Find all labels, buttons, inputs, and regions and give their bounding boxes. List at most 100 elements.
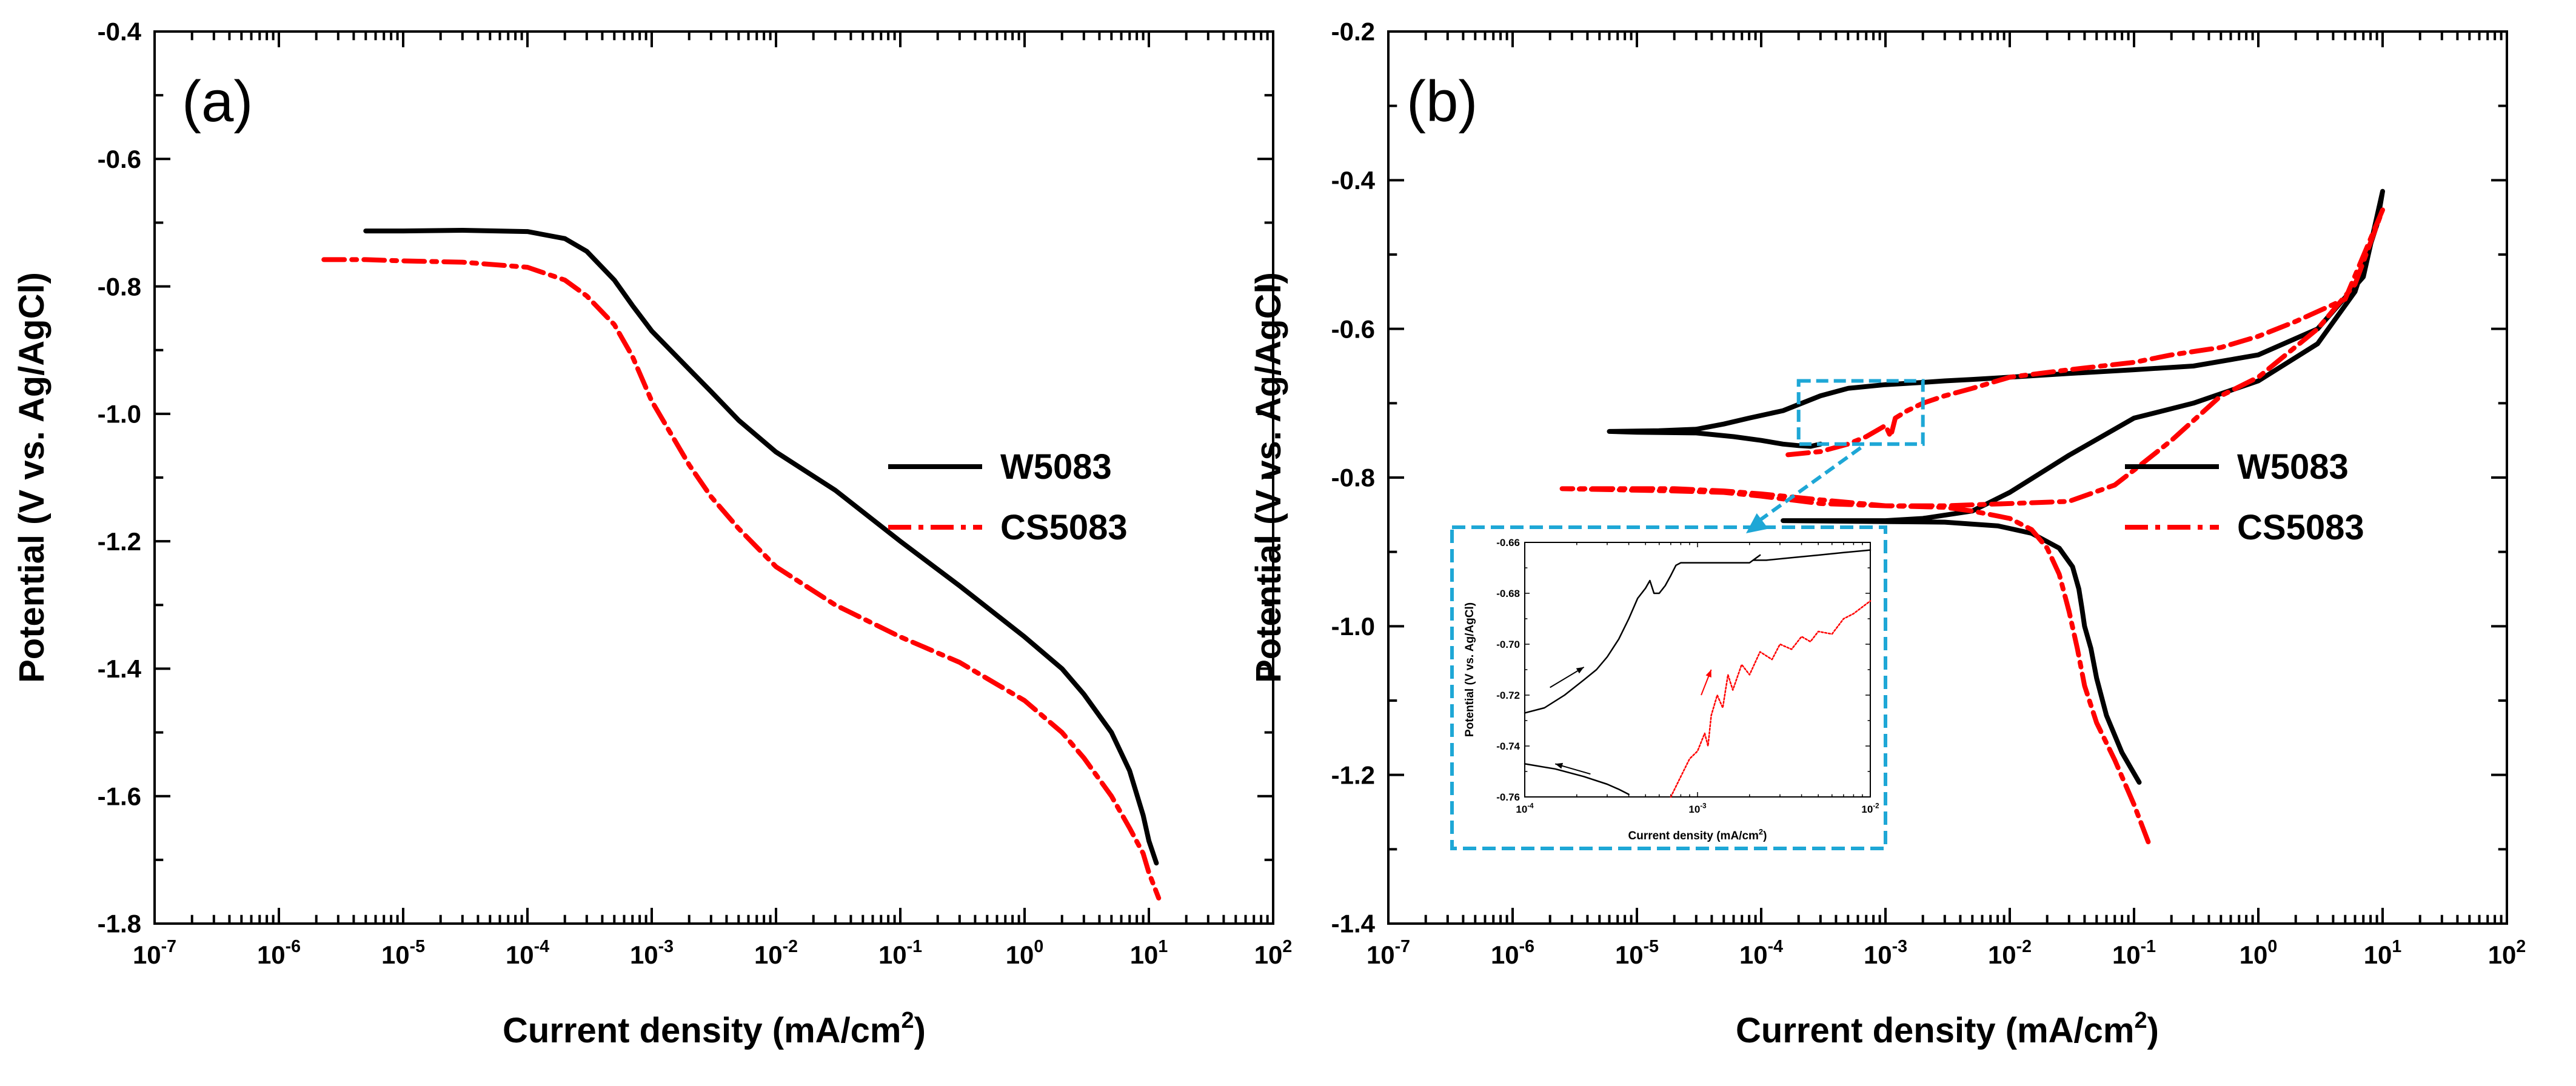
zoom-connector-arrowhead [1746, 513, 1768, 533]
panel-b-xtick-label: 102 [2488, 937, 2526, 969]
panel-a-xtick-exp: -4 [534, 937, 550, 956]
panel-a-xtick-label: 10-6 [257, 937, 301, 969]
panel-b-ticks [1387, 30, 2508, 925]
panel-b-xtick-base: 10 [2364, 941, 2392, 969]
inset-x-title-tail: ) [1763, 830, 1767, 842]
panel-b-ytick-label: -0.8 [1331, 464, 1375, 492]
panel-a-y-axis-title: Potential (V vs. Ag/AgCl) [12, 272, 52, 683]
panel-a-series-w5083 [363, 228, 1159, 866]
panel-b-ytick-label: -0.2 [1331, 18, 1375, 46]
panel-a-xtick-label: 10-7 [133, 937, 176, 969]
inset-x-tick-labels: 10-4 10-3 10-2 [1516, 802, 1879, 815]
inset-xtick-exp: -4 [1527, 802, 1534, 810]
inset-xtick-base: 10 [1688, 804, 1700, 815]
panel-b-xtick-label: 10-1 [2112, 937, 2156, 969]
inset-ytick-label: -0.74 [1496, 741, 1520, 752]
inset-ytick-label: -0.76 [1496, 791, 1520, 803]
inset-arrow-head [1555, 762, 1564, 769]
panel-a-label: (a) [182, 69, 253, 134]
panel-b-xtick-label: 100 [2240, 937, 2278, 969]
panel-a-ytick-label: -0.6 [98, 145, 141, 173]
panel-a-xtick-base: 10 [878, 941, 907, 969]
panel-b-ytick-label: -1.0 [1331, 612, 1375, 641]
inset-xtick-exp: -2 [1873, 802, 1879, 810]
panel-a-xtick-exp: 1 [1158, 937, 1168, 956]
inset-xtick-label: 10-3 [1688, 802, 1706, 815]
panel-a-ticks [153, 30, 1274, 925]
inset-plot: -0.76-0.74-0.72-0.70-0.68-0.66 10-4 10-3 1… [1450, 525, 1887, 850]
panel-b-x-tick-labels: 10-7 10-6 10-5 10-4 10-3 10-2 10-1 100 101 102 [1367, 937, 2526, 969]
panel-a-ytick-label: -0.4 [98, 18, 142, 46]
inset-xtick-base: 10 [1861, 804, 1873, 815]
panel-a-series [321, 228, 1162, 901]
inset-ytick-label: -0.72 [1496, 690, 1520, 701]
panel-b-xtick-exp: 2 [2516, 937, 2526, 956]
panel-b-xtick-label: 10-5 [1615, 937, 1659, 969]
inset-series [1524, 549, 1872, 798]
panel-b-xtick-exp: -3 [1892, 937, 1907, 956]
panel-a-xtick-exp: -3 [658, 937, 674, 956]
panel-a-ytick-label: -1.6 [98, 782, 141, 810]
panel-b-x-title-tail: ) [2147, 1011, 2159, 1050]
panel-a-ytick-label: -0.8 [98, 272, 141, 301]
panel-a-legend-cs5083-label: CS5083 [1000, 508, 1128, 547]
inset-arrows [1550, 666, 1712, 775]
panel-a-xtick-label: 102 [1254, 937, 1293, 969]
panel-a-xtick-label: 10-3 [630, 937, 674, 969]
panel-a-xtick-label: 10-4 [506, 937, 549, 969]
panel-b-highlight [1796, 379, 1925, 446]
panel-a-xtick-base: 10 [754, 941, 783, 969]
panel-b-y-tick-labels: -1.4 -1.2 -1.0 -0.8 -0.6 -0.4 -0.2 [1331, 18, 1376, 938]
panel-b-xtick-base: 10 [2488, 941, 2517, 969]
panel-b-ytick-label: -1.2 [1331, 761, 1375, 789]
panel-a-y-tick-labels: -1.8 -1.6 -1.4 -1.2 -1.0 -0.8 -0.6 -0.4 [98, 18, 142, 938]
inset-ytick-label: -0.66 [1496, 537, 1520, 548]
panel-b-x-title-main: Current density (mA/cm [1736, 1011, 2134, 1050]
panel-b-xtick-base: 10 [1988, 941, 2016, 969]
inset-xtick-exp: -3 [1700, 802, 1706, 810]
panel-b: (b) -1.4-1.2-1.0-0.8-0.6-0.4-0.2 10-7 10-… [1249, 18, 2526, 1050]
inset-x-axis-title: Current density (mA/cm2) [1628, 827, 1767, 842]
inset-arrow-head [1576, 667, 1584, 674]
panel-b-xtick-exp: 0 [2267, 937, 2277, 956]
panel-b-xtick-label: 101 [2364, 937, 2402, 969]
panel-b-xtick-exp: 1 [2392, 937, 2401, 956]
panel-b-label: (b) [1407, 69, 1477, 134]
panel-b-ytick-label: -1.4 [1331, 910, 1376, 938]
panel-a-xtick-label: 10-1 [878, 937, 922, 969]
panel-a-xtick-label: 10-2 [754, 937, 798, 969]
panel-a-xtick-exp: 2 [1282, 937, 1292, 956]
panel-a-ytick-label: -1.2 [98, 527, 141, 556]
panel-b-legend: W5083 CS5083 [2125, 447, 2364, 547]
panel-b-xtick-label: 10-2 [1988, 937, 2032, 969]
panel-a-ytick-label: -1.4 [98, 655, 142, 683]
inset-series-w5083-anodic [1524, 549, 1872, 714]
panel-b-series-w5083 [1607, 188, 2385, 785]
panel-b-xtick-base: 10 [1864, 941, 1892, 969]
inset-y-axis-title: Potential (V vs. Ag/AgCl) [1464, 602, 1476, 737]
panel-a-x-axis-title: Current density (mA/cm2) [503, 1008, 926, 1050]
panel-b-xtick-label: 10-6 [1491, 937, 1534, 969]
panel-b-xtick-exp: -2 [2016, 937, 2032, 956]
panel-a-series-cs5083 [321, 257, 1162, 901]
panel-b-series-cs5083 [1559, 207, 2385, 845]
panel-a-xtick-label: 101 [1130, 937, 1168, 969]
zoom-connector-arrow [1752, 446, 1862, 527]
panel-a-x-tick-labels: 10-7 10-6 10-5 10-4 10-3 10-2 10-1 100 101 102 [133, 937, 1292, 969]
inset-series-cs5083 [1670, 600, 1872, 798]
panel-a-xtick-exp: -5 [410, 937, 426, 956]
panel-a-xtick-label: 100 [1006, 937, 1044, 969]
inset-ytick-label: -0.68 [1496, 588, 1520, 599]
inset-xtick-base: 10 [1516, 804, 1527, 815]
panel-a-xtick-base: 10 [630, 941, 658, 969]
panel-b-ytick-label: -0.4 [1331, 166, 1376, 195]
panel-a-legend-w5083-label: W5083 [1000, 447, 1112, 487]
panel-b-xtick-base: 10 [2112, 941, 2141, 969]
panel-b-xtick-exp: -7 [1395, 937, 1410, 956]
panel-b-series [1559, 188, 2385, 845]
panel-a-xtick-base: 10 [133, 941, 161, 969]
panel-a: (a) -1.8-1.6-1.4-1.2-1.0-0.8-0.6-0.4 10-… [12, 18, 1292, 1050]
panel-b-xtick-exp: -5 [1644, 937, 1659, 956]
